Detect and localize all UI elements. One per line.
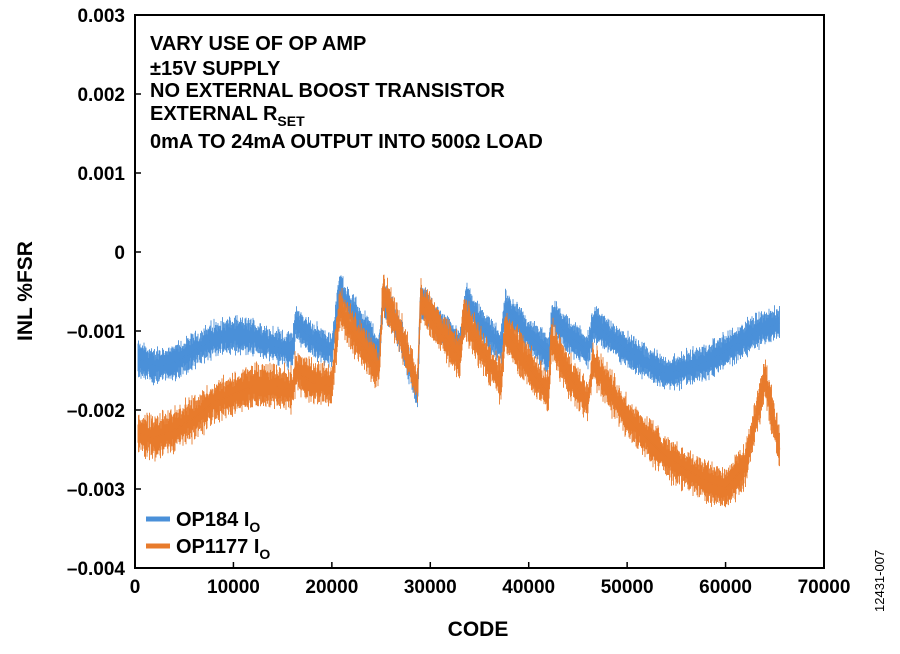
y-tick-label: 0.002 xyxy=(77,85,125,106)
series-layer xyxy=(137,274,781,508)
legend-name: OP184 I xyxy=(176,509,249,531)
y-axis-ticks: 0.003 0.002 0.001 0 –0.001 –0.002 –0.003 –0.004 xyxy=(67,6,141,580)
y-tick-label: –0.001 xyxy=(67,322,126,343)
annotation-line: ±15V SUPPLY xyxy=(150,58,281,80)
x-tick-label: 0 xyxy=(130,577,141,598)
legend: OP184 IO OP1177 IO xyxy=(146,509,270,562)
y-tick-label: 0 xyxy=(114,243,125,264)
x-tick-label: 40000 xyxy=(502,577,555,598)
legend-label-op1177: OP1177 IO xyxy=(176,536,270,562)
legend-name-subscript: O xyxy=(259,546,270,562)
x-tick-label: 50000 xyxy=(601,577,654,598)
annotation-line: NO EXTERNAL BOOST TRANSISTOR xyxy=(150,80,505,102)
condition-annotation: VARY USE OF OP AMP ±15V SUPPLY NO EXTERN… xyxy=(150,33,543,153)
x-axis-ticks: 0 10000 20000 30000 40000 50000 60000 70000 xyxy=(130,562,851,598)
y-tick-label: –0.003 xyxy=(67,480,125,501)
plot-area xyxy=(134,14,825,569)
y-tick-label: –0.004 xyxy=(67,559,126,580)
annotation-line: VARY USE OF OP AMP xyxy=(150,33,366,55)
series-op1177 xyxy=(137,274,781,508)
annotation-line-rset: EXTERNAL RSET xyxy=(150,103,305,129)
x-tick-label: 70000 xyxy=(798,577,851,598)
figure-id: 12431-007 xyxy=(872,550,887,612)
annotation-line: 0mA TO 24mA OUTPUT INTO 500Ω LOAD xyxy=(150,131,543,153)
legend-label-op184: OP184 IO xyxy=(176,509,260,535)
x-tick-label: 10000 xyxy=(207,577,260,598)
x-tick-label: 60000 xyxy=(699,577,752,598)
y-tick-label: 0.001 xyxy=(77,164,125,185)
x-tick-label: 30000 xyxy=(404,577,457,598)
y-axis-label: INL %FSR xyxy=(14,241,37,341)
x-axis-label: CODE xyxy=(448,618,509,641)
legend-name-subscript: O xyxy=(249,519,260,535)
y-tick-label: –0.002 xyxy=(67,401,125,422)
annotation-rset-subscript: SET xyxy=(277,113,305,129)
x-tick-label: 20000 xyxy=(305,577,358,598)
y-tick-label: 0.003 xyxy=(77,6,125,27)
annotation-rset-main: EXTERNAL R xyxy=(150,103,278,125)
legend-name: OP1177 I xyxy=(176,536,259,558)
series-trend-line xyxy=(137,291,781,490)
